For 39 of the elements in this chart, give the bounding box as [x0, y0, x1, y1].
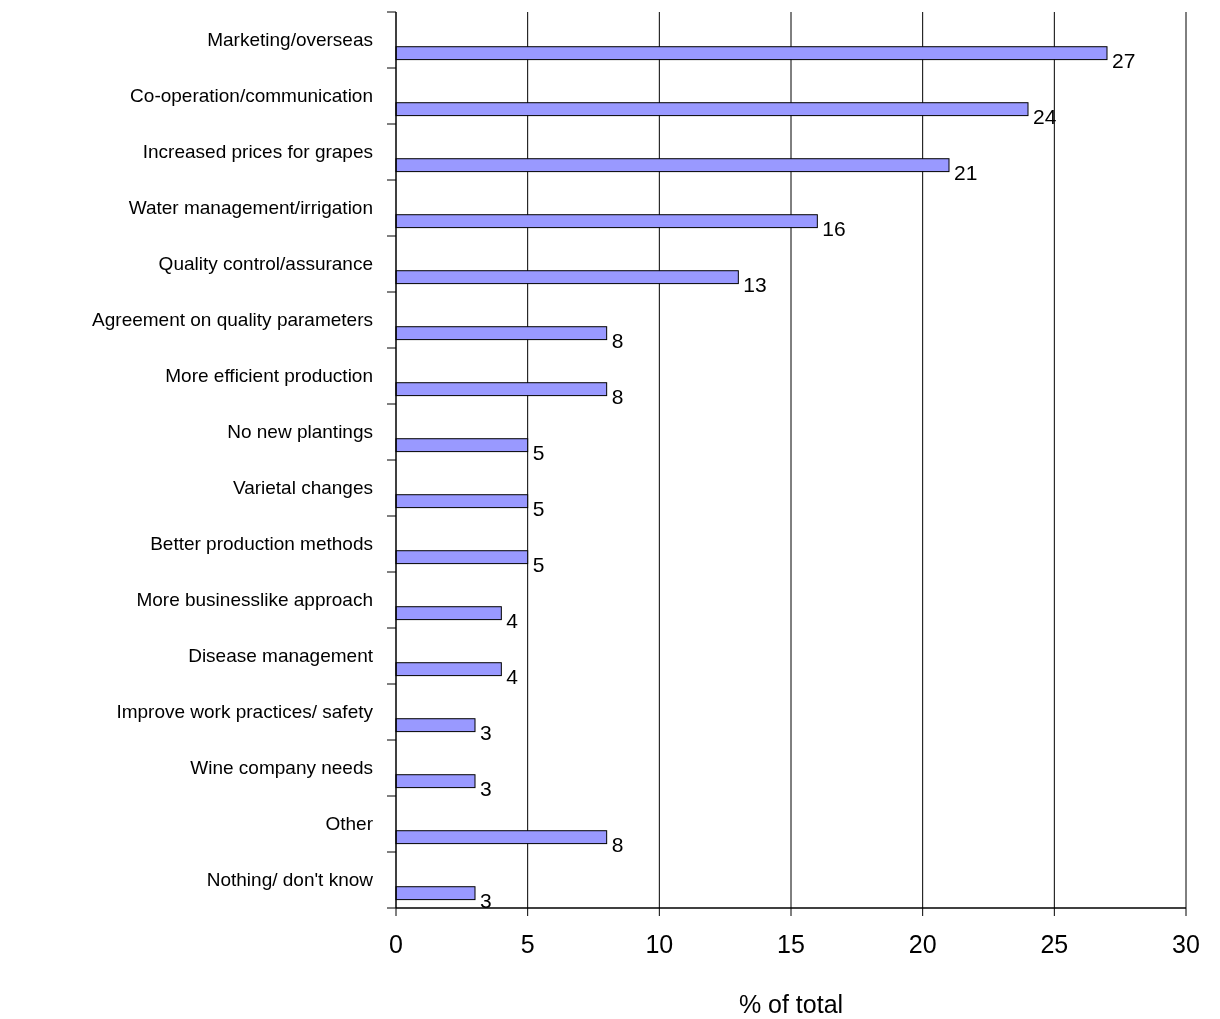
data-label: 8: [611, 832, 624, 856]
y-tick-label: Water management/irrigation: [128, 197, 373, 218]
y-tick-label: Better production methods: [150, 533, 373, 554]
y-tick-label: Other: [325, 813, 374, 834]
y-tick-label: More efficient production: [165, 365, 373, 386]
data-label: 5: [532, 440, 545, 464]
y-tick-label: Co-operation/communication: [130, 85, 373, 106]
data-label: 16: [822, 216, 846, 240]
data-label: 4: [506, 608, 519, 632]
x-tick-label: 20: [908, 930, 937, 958]
data-label: 13: [743, 272, 767, 296]
data-label: 5: [532, 552, 545, 576]
data-label: 3: [480, 776, 492, 800]
y-tick-label: Quality control/assurance: [158, 253, 373, 274]
x-axis-title: % of total: [738, 990, 844, 1018]
data-label: 3: [480, 888, 492, 912]
x-tick-label: 30: [1172, 930, 1200, 958]
y-tick-label: Nothing/ don't know: [206, 869, 374, 890]
data-label: 21: [954, 160, 978, 184]
y-tick-label: No new plantings: [227, 421, 373, 442]
y-tick-label: Agreement on quality parameters: [92, 309, 373, 330]
y-tick-label: Varietal changes: [232, 477, 373, 498]
x-tick-label: 15: [777, 930, 805, 958]
x-tick-label: 0: [389, 930, 403, 958]
y-tick-label: Marketing/overseas: [207, 29, 373, 50]
data-label: 5: [532, 496, 545, 520]
y-tick-label: Increased prices for grapes: [142, 141, 373, 162]
y-tick-label: Improve work practices/ safety: [116, 701, 374, 722]
y-tick-label: Disease management: [188, 645, 374, 666]
x-tick-label: 25: [1040, 930, 1069, 958]
data-label: 4: [506, 664, 519, 688]
y-tick-label: Wine company needs: [190, 757, 373, 778]
data-label: 27: [1112, 48, 1136, 72]
data-label: 8: [611, 384, 624, 408]
x-tick-label: 10: [645, 930, 674, 958]
y-tick-label: More businesslike approach: [136, 589, 373, 610]
data-label: 3: [480, 720, 492, 744]
data-label: 8: [611, 328, 624, 352]
x-tick-label: 5: [520, 930, 535, 958]
